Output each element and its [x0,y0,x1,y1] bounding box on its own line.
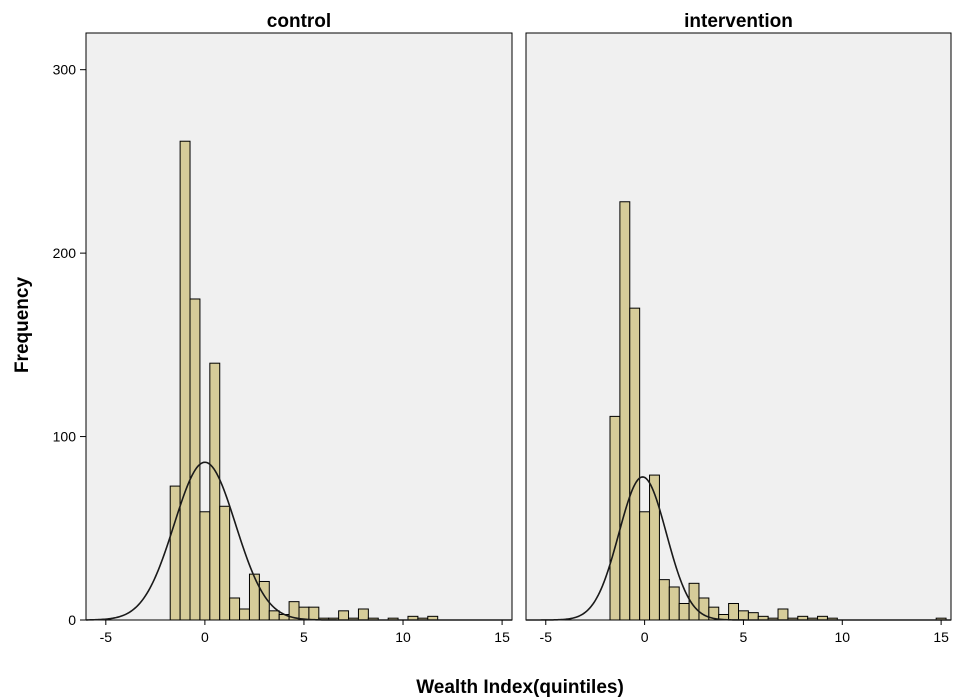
histogram-bar [268,610,280,621]
histogram-bar [308,606,320,621]
panel-title: control [267,11,331,32]
histogram-bar [609,415,621,621]
x-tick-label: 0 [201,629,209,645]
histogram-bar [728,602,739,621]
histogram-bar [179,140,191,621]
histogram-bar [248,573,260,621]
histogram-bar [777,608,789,621]
panel-control: control -5 0 5 10 15 [85,11,513,645]
histogram-bar [678,602,690,621]
y-tick-label: 300 [53,62,77,78]
histogram-bar [649,474,660,621]
normal-curve [85,461,512,621]
histogram-bar [658,579,670,621]
x-tick-label: 10 [395,629,411,645]
histogram-bar [668,586,680,621]
y-axis-label: Frequency [12,277,33,374]
normal-curve [526,476,951,621]
y-tick-label: 200 [53,245,77,261]
histogram-bar [639,511,651,621]
histogram-bar [258,580,270,621]
x-tick-label: 5 [300,629,308,645]
x-tick-label: 0 [641,629,649,645]
histogram-bar [199,511,211,621]
plot-area [85,32,513,621]
histogram-bar [738,610,749,621]
x-tick-label: 10 [834,629,850,645]
x-tick-label: 15 [494,629,510,645]
histogram-bar [338,610,350,621]
histogram-bar [239,608,250,621]
histogram-bar [189,298,201,621]
histogram-bar [169,485,181,621]
histogram-bar [747,612,759,621]
x-tick-label: -5 [540,629,553,645]
y-tick-label: 0 [68,612,76,628]
histogram-bar [629,307,641,621]
y-axis: 0 100 200 300 [53,62,86,628]
plot-area [525,32,952,621]
histogram-bar [229,597,241,621]
histogram-bar [357,608,369,621]
histogram-bar [619,201,631,621]
x-tick-label: 15 [933,629,949,645]
histogram-bar [708,606,720,621]
panel-intervention: intervention -5 0 5 10 15 [525,11,952,645]
y-tick-label: 100 [53,429,77,445]
x-tick-label: -5 [100,629,113,645]
histogram-bar [219,505,231,621]
x-axis-label: Wealth Index(quintiles) [416,677,624,698]
histogram-bar [209,362,221,621]
panel-title: intervention [684,11,793,32]
x-tick-label: 5 [740,629,748,645]
